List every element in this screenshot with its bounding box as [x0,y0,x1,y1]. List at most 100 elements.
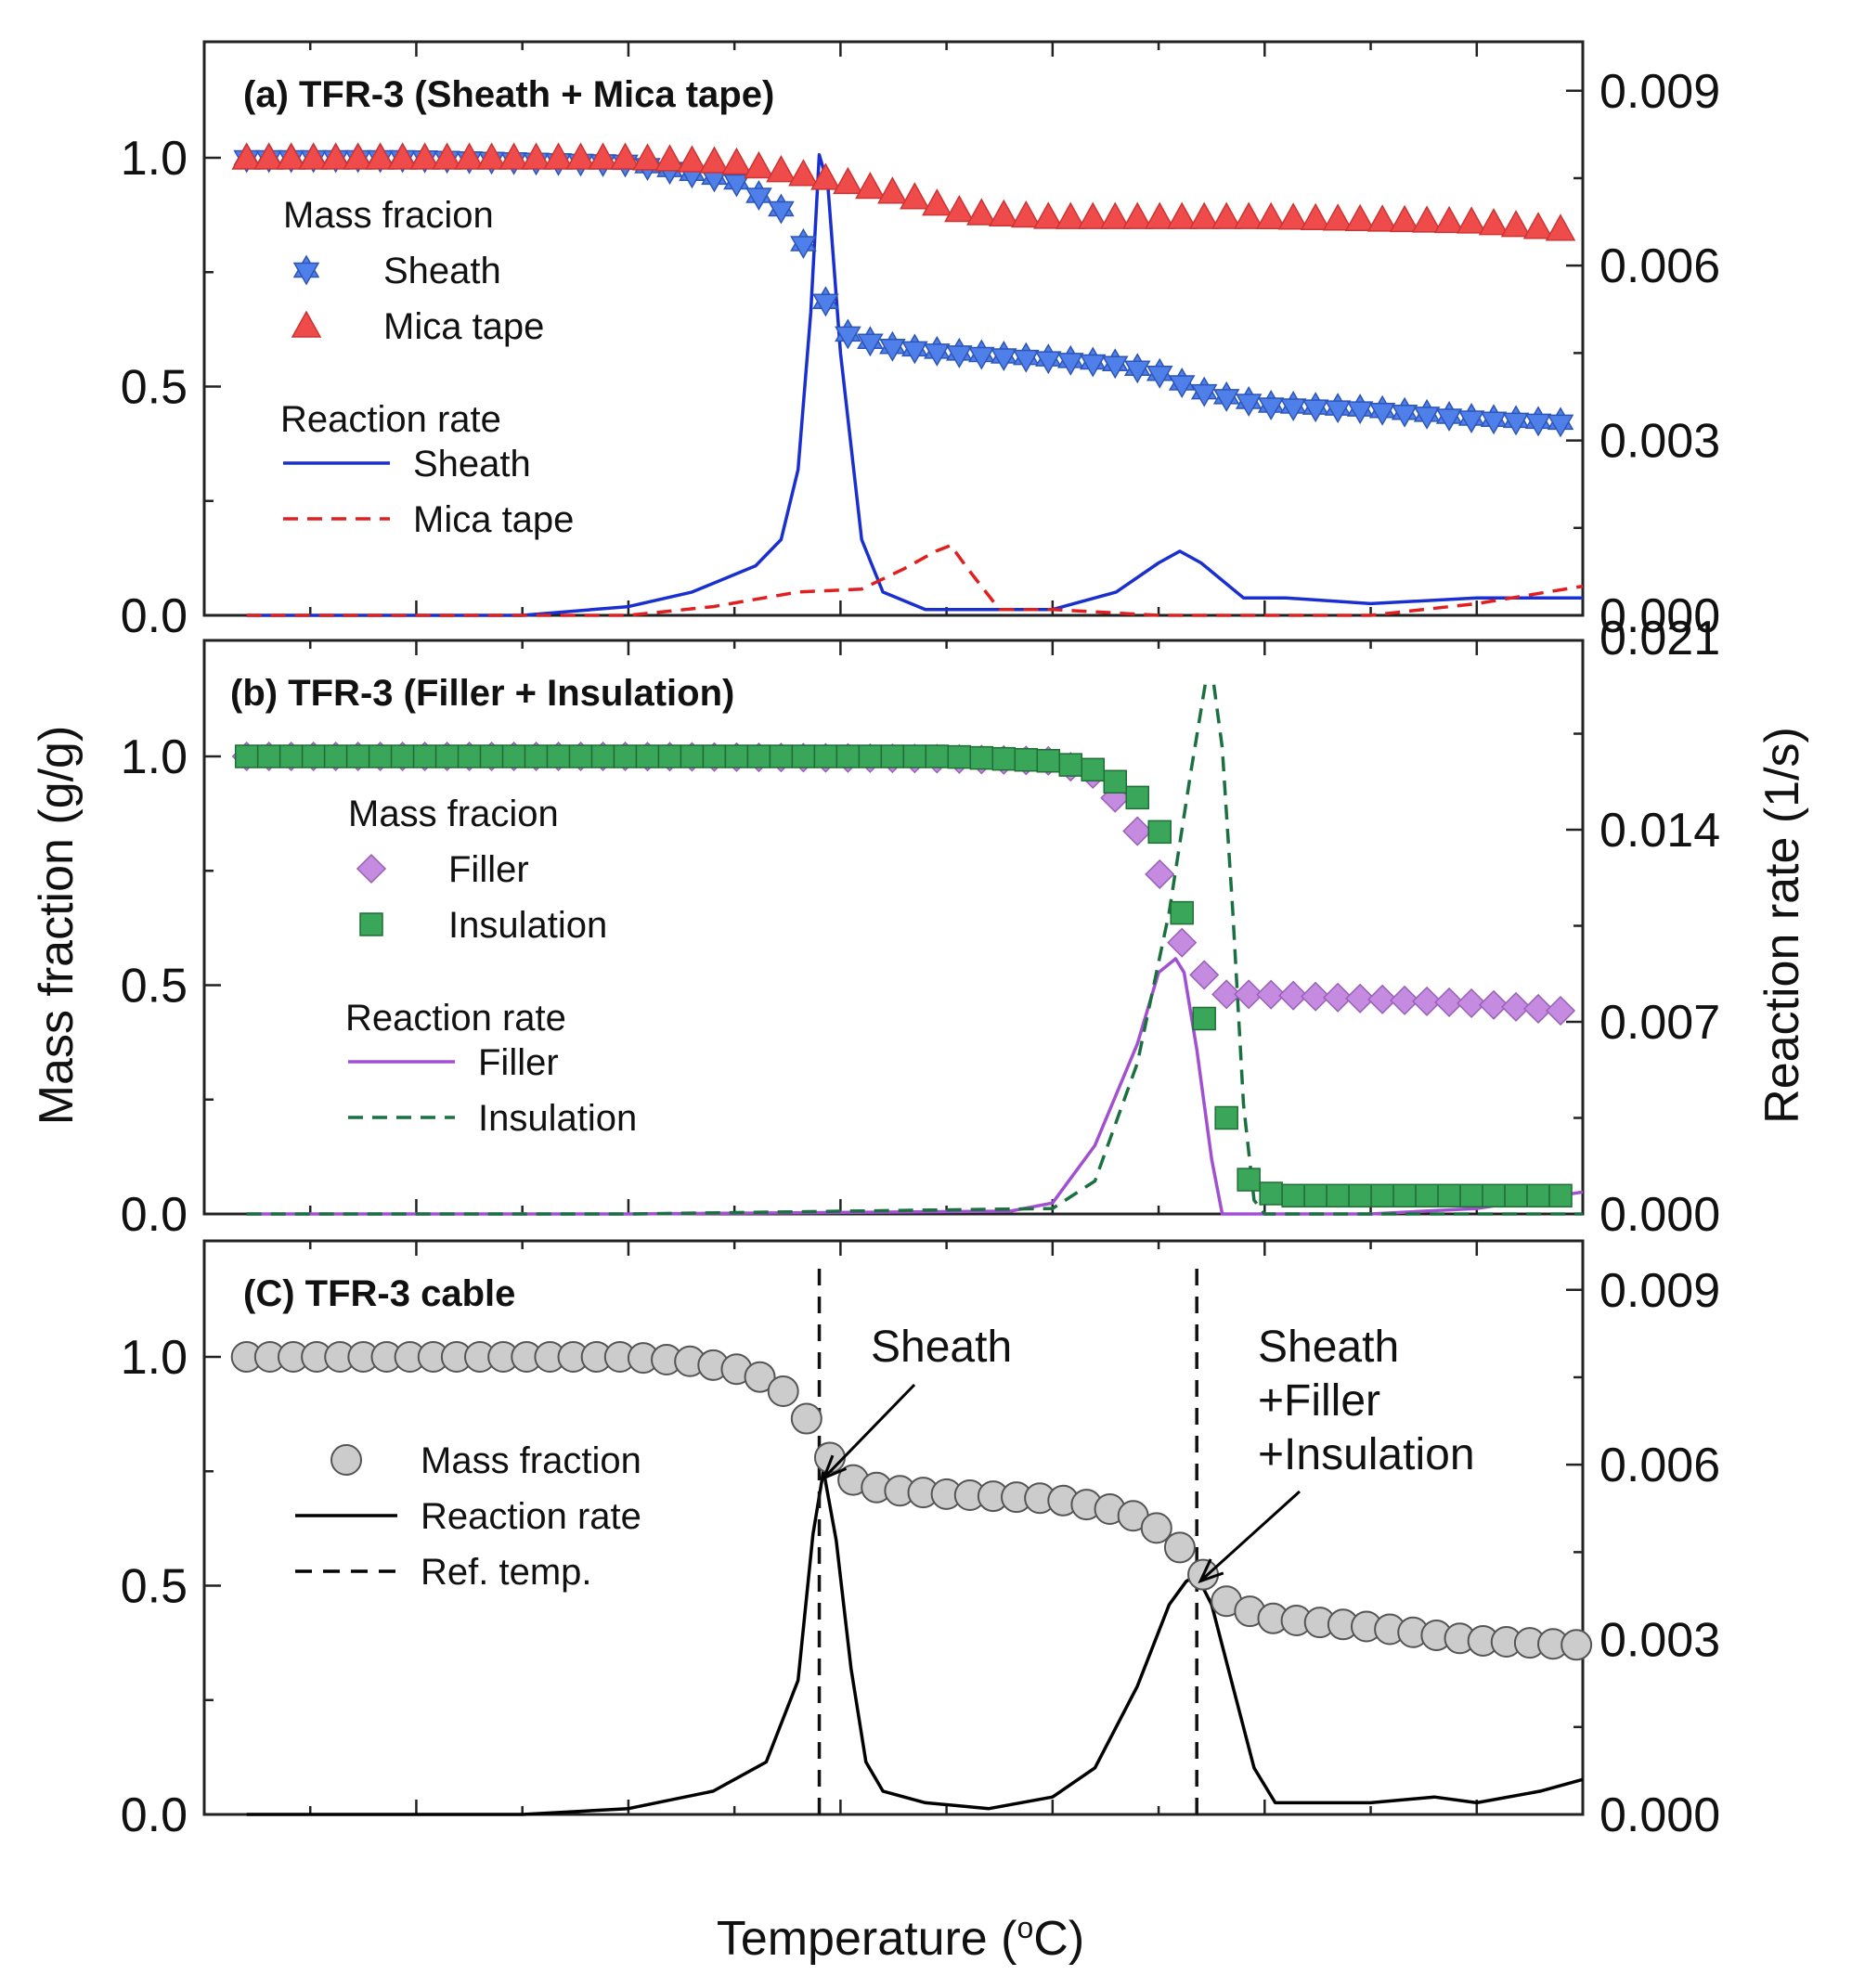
mass-marker [699,146,730,174]
legend-marker [359,912,383,936]
mass-marker-part [812,293,839,317]
mass-marker-part [1302,399,1329,423]
mass-marker-part [1079,354,1107,378]
y-tick-label-left: 1.0 [121,1331,188,1385]
mass-marker [368,744,393,768]
mass-marker-part [857,333,884,357]
mass-marker [276,142,306,170]
mass-marker [1079,346,1107,378]
mass-marker [723,166,750,198]
mass-marker-part [1502,412,1530,436]
mass-marker [1413,398,1441,430]
mass-marker [1103,769,1127,794]
y-tick-label-right: 0.000 [1599,1788,1720,1842]
mass-marker [680,744,705,768]
mass-marker [1259,1181,1283,1206]
mass-marker [409,142,440,170]
mass-marker [991,341,1017,372]
mass-marker [1123,353,1151,384]
y-tick-label-right: 0.009 [1599,65,1720,119]
y-tick-label-left: 1.0 [121,132,188,186]
mass-marker [835,744,861,768]
mass-marker [1163,1531,1196,1564]
mass-marker-part [1547,414,1574,438]
mass-marker-part [924,343,951,367]
mass-marker [432,142,462,170]
mass-marker [1433,205,1465,234]
mass-marker-part [790,236,817,259]
rate-line-reaction-rate [246,1468,1584,1816]
mass-marker [1145,858,1175,890]
mass-marker [1012,342,1040,373]
mass-marker [813,1441,846,1474]
legend-marker [356,853,387,884]
mass-marker [1391,396,1418,428]
mass-marker [1367,984,1398,1014]
legend-marker [291,310,322,338]
mass-marker [744,1361,776,1393]
mass-marker [810,162,841,190]
y-tick-label-right: 0.009 [1599,1264,1720,1318]
mass-marker-part [1346,401,1374,425]
mass-marker [1411,205,1443,233]
mass-marker [613,744,638,768]
legend-item: Reaction rate [421,1496,641,1537]
mass-marker [1170,900,1194,925]
x-axis-title-tail: C) [1033,1912,1084,1966]
mass-marker [1146,357,1173,389]
mass-marker [234,744,259,768]
legend: Mass fraction Reaction rate Ref. temp. [295,1440,641,1593]
mass-series-filler [231,741,1576,1026]
mass-marker [499,142,529,170]
mass-marker [524,744,549,768]
legend-item-mass: Mica tape [383,306,544,347]
mass-marker [721,147,752,175]
mass-marker [1211,201,1242,229]
mass-marker [610,142,641,170]
mass-marker [1058,753,1083,777]
mass-marker [1500,210,1532,238]
mass-marker [323,744,348,768]
mass-marker [922,188,952,216]
legend-rate-title: Reaction rate [280,399,501,440]
mass-marker [1077,201,1108,229]
y-tick-label-right: 0.003 [1599,415,1720,469]
y-tick-label-right: 0.006 [1599,239,1720,293]
y-tick-label-right: 0.003 [1599,1614,1720,1668]
mass-marker-part [1368,402,1396,426]
mass-marker [256,744,281,768]
mass-marker [1281,1183,1305,1208]
mass-marker [1504,1183,1528,1208]
mass-marker [1390,985,1420,1015]
mass-marker [253,142,284,170]
mass-marker [1011,200,1042,228]
legend-item-rate: Filler [478,1042,559,1083]
mass-marker [1412,986,1443,1016]
mass-marker [1214,1105,1238,1130]
legend-rate-title: Reaction rate [345,998,566,1039]
legend-mass-title: Mass fracion [348,794,559,834]
mass-marker [1346,394,1374,425]
panel-a: 0.0 0.5 1.0 0.000 0.003 0.006 0.009 (a) TFR-3 (… [121,40,1720,643]
mass-marker [1326,1183,1350,1208]
legend-mass-title: Mass fracion [283,195,494,236]
mass-marker [1522,212,1554,239]
mass-marker [769,744,794,768]
mass-marker [1502,405,1530,436]
mass-marker-part [1413,407,1441,430]
y-tick-label-left: 0.5 [121,960,188,1013]
mass-marker [1435,400,1463,432]
mass-marker-part [879,338,906,362]
mass-marker [1055,201,1086,229]
legend-item-mass: Filler [448,849,529,890]
mass-marker-part [1279,398,1307,422]
mass-marker [947,744,972,769]
mass-marker [1277,202,1309,230]
mass-marker [343,142,373,170]
mass-marker [744,150,774,179]
mass-marker-part [901,341,928,365]
mass-marker [900,182,930,210]
y-tick-label-right: 0.006 [1599,1439,1720,1492]
mass-marker-part [723,174,750,198]
mass-marker-part [745,187,772,212]
